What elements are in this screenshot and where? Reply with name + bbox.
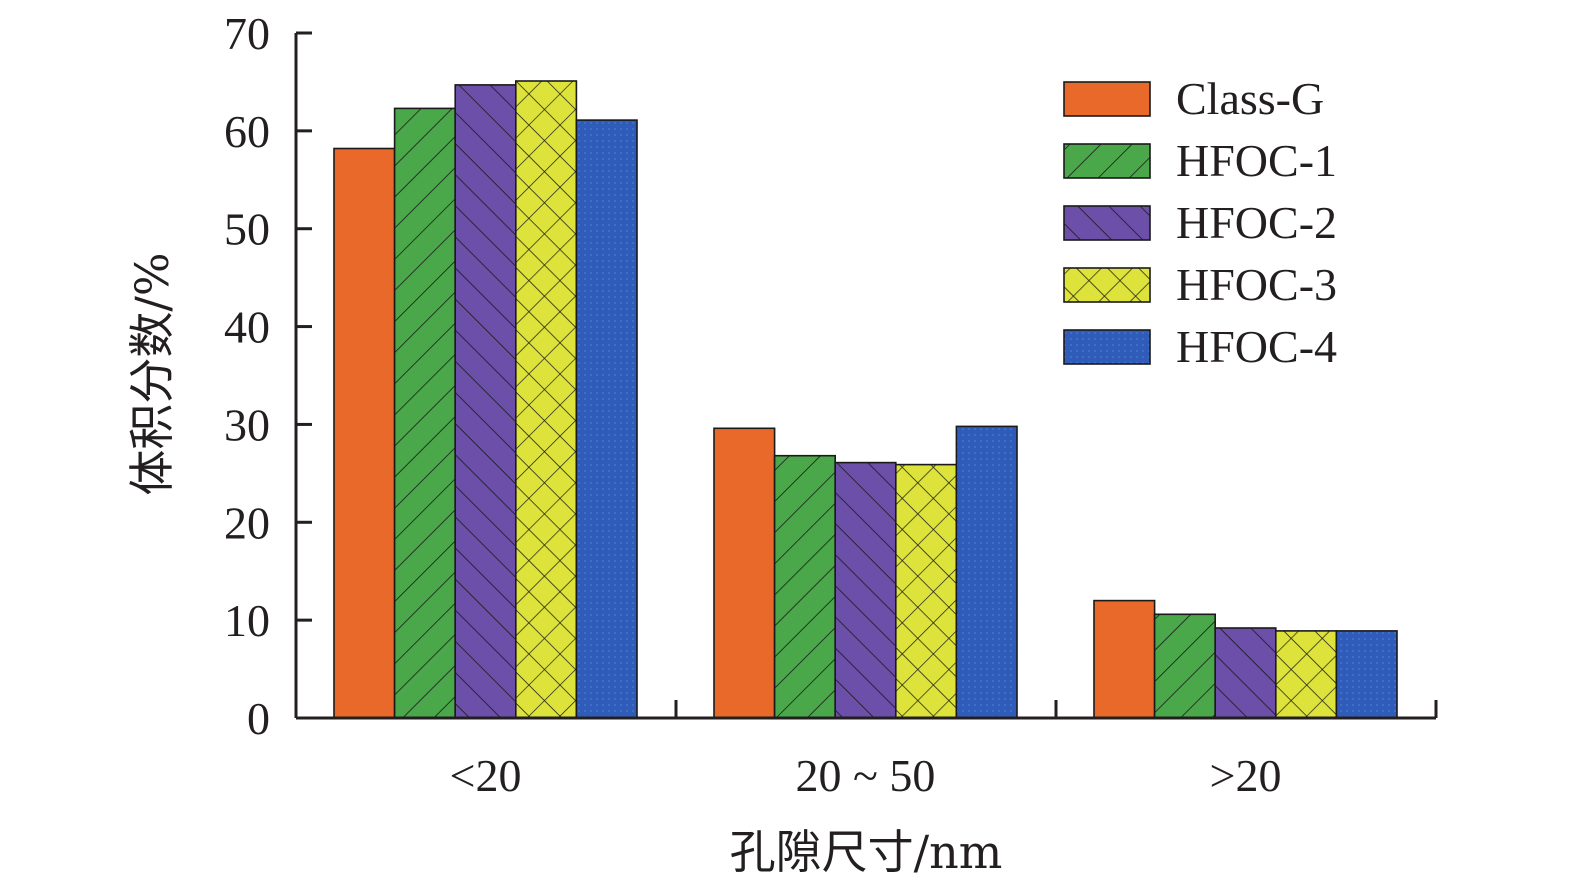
y-tick-label: 0	[247, 693, 270, 744]
x-axis-title: 孔隙尺寸/nm	[730, 825, 1003, 879]
legend-label-hfoc-1: HFOC-1	[1176, 135, 1337, 186]
bar-hfoc-3-1	[894, 463, 958, 719]
legend-swatch-hfoc-2	[1063, 205, 1151, 241]
x-tick-label: >20	[1210, 750, 1282, 801]
legend-swatch-class-g	[1063, 81, 1151, 117]
y-tick-label: 40	[224, 302, 270, 353]
bar-class-g-0	[333, 147, 396, 719]
y-axis-title: 体积分数/%	[125, 252, 179, 495]
x-tick-label: <20	[450, 750, 522, 801]
y-tick-label: 10	[224, 595, 270, 646]
bar-hfoc-3-2	[1275, 630, 1338, 719]
bar-hfoc-4-1	[955, 425, 1018, 719]
bar-class-g-1	[713, 427, 776, 719]
y-tick-label: 50	[224, 204, 270, 255]
x-tick-label: 20 ~ 50	[796, 750, 936, 801]
y-tick-label: 70	[224, 8, 270, 59]
bar-hfoc-2-0	[454, 84, 517, 719]
bar-class-g-2	[1093, 599, 1156, 719]
bar-hfoc-2-1	[834, 461, 897, 719]
plot-bars	[333, 80, 1398, 719]
bar-hfoc-1-2	[1153, 613, 1216, 719]
legend: Class-G HFOC-1 HFOC-2 HFOC-3 HFOC-4	[1063, 73, 1337, 372]
bar-hfoc-2-2	[1214, 627, 1277, 719]
y-tick-label: 20	[224, 497, 270, 548]
legend-swatch-hfoc-3	[1063, 267, 1151, 303]
bar-hfoc-1-1	[773, 454, 836, 719]
bar-hfoc-3-0	[514, 80, 578, 719]
legend-swatch-hfoc-1	[1063, 143, 1151, 179]
legend-label-hfoc-3: HFOC-3	[1176, 259, 1337, 310]
axes: 0 10 20 30 40 50 60 70 <20 20 ~ 50 >20	[224, 8, 1438, 801]
legend-swatch-hfoc-4	[1063, 329, 1151, 365]
y-tick-label: 30	[224, 399, 270, 450]
legend-label-hfoc-2: HFOC-2	[1176, 197, 1337, 248]
bar-hfoc-4-0	[575, 119, 638, 719]
bar-hfoc-1-0	[393, 107, 457, 719]
y-tick-label: 60	[224, 106, 270, 157]
legend-label-hfoc-4: HFOC-4	[1176, 321, 1337, 372]
legend-label-class-g: Class-G	[1176, 73, 1324, 124]
bar-hfoc-4-2	[1335, 630, 1398, 719]
